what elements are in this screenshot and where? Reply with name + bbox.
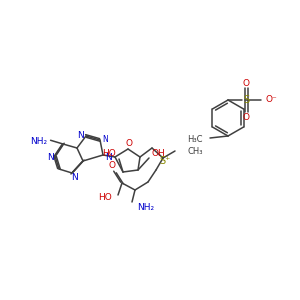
Text: NH₂: NH₂: [137, 202, 154, 211]
Text: N: N: [78, 130, 84, 140]
Text: OH: OH: [152, 148, 166, 158]
Text: N: N: [105, 152, 111, 161]
Text: O: O: [125, 139, 133, 148]
Text: N: N: [102, 134, 108, 143]
Text: S: S: [243, 95, 249, 105]
Text: N: N: [70, 173, 77, 182]
Text: O: O: [242, 79, 250, 88]
Text: N: N: [46, 152, 53, 161]
Text: CH₃: CH₃: [187, 146, 203, 155]
Text: NH₂: NH₂: [30, 137, 47, 146]
Text: S⁺: S⁺: [159, 156, 171, 166]
Text: HO: HO: [102, 149, 116, 158]
Text: O⁻: O⁻: [266, 95, 278, 104]
Text: H₃C: H₃C: [188, 134, 203, 143]
Text: O: O: [242, 112, 250, 122]
Text: HO: HO: [98, 194, 112, 202]
Text: O: O: [109, 161, 116, 170]
